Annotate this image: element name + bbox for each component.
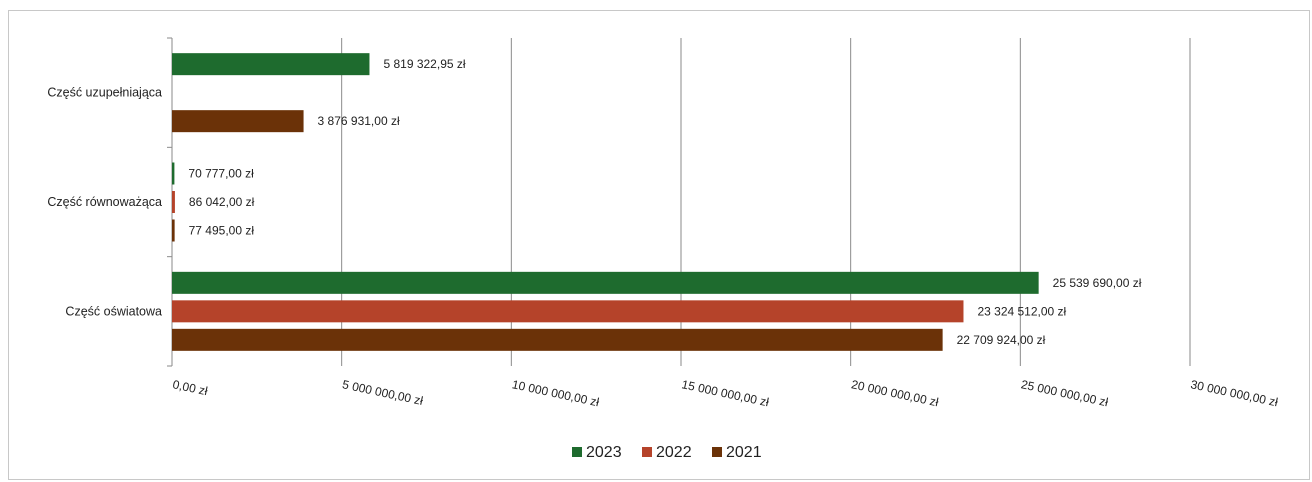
data-label-2021-2: 22 709 924,00 zł	[957, 333, 1046, 347]
bar-2021-1	[172, 219, 175, 242]
data-label-2022-2: 23 324 512,00 zł	[977, 304, 1066, 318]
data-label-2022-1: 86 042,00 zł	[189, 195, 255, 209]
legend-swatch-2022	[642, 447, 652, 457]
bar-2023-2	[172, 271, 1039, 294]
legend-label-2022: 2022	[656, 444, 692, 461]
category-label-1: Część równoważąca	[47, 195, 162, 209]
data-label-2023-1: 70 777,00 zł	[188, 167, 254, 181]
chart-frame	[8, 10, 1310, 480]
x-tick-label-1: 5 000 000,00 zł	[341, 377, 425, 408]
bar-2021-0	[172, 110, 304, 133]
bar-2023-0	[172, 53, 370, 76]
x-tick-label-4: 20 000 000,00 zł	[850, 377, 940, 409]
category-label-2: Część oświatowa	[65, 304, 162, 318]
bar-2021-2	[172, 328, 943, 351]
data-label-2021-1: 77 495,00 zł	[189, 224, 255, 238]
x-tick-label-5: 25 000 000,00 zł	[1020, 377, 1110, 409]
x-tick-label-0: 0,00 zł	[171, 377, 209, 398]
data-label-2021-0: 3 876 931,00 zł	[318, 114, 400, 128]
bar-2022-2	[172, 300, 964, 323]
legend-label-2021: 2021	[726, 444, 762, 461]
bar-2022-1	[172, 191, 175, 213]
category-label-0: Część uzupełniająca	[47, 86, 162, 100]
data-label-2023-2: 25 539 690,00 zł	[1053, 276, 1142, 290]
x-tick-label-2: 10 000 000,00 zł	[511, 377, 601, 409]
x-tick-label-3: 15 000 000,00 zł	[680, 377, 770, 409]
bar-2023-1	[172, 162, 175, 185]
data-label-2023-0: 5 819 322,95 zł	[383, 57, 465, 71]
legend-swatch-2021	[712, 447, 722, 457]
legend-swatch-2023	[572, 447, 582, 457]
legend-label-2023: 2023	[586, 444, 622, 461]
x-tick-label-6: 30 000 000,00 zł	[1189, 377, 1279, 409]
